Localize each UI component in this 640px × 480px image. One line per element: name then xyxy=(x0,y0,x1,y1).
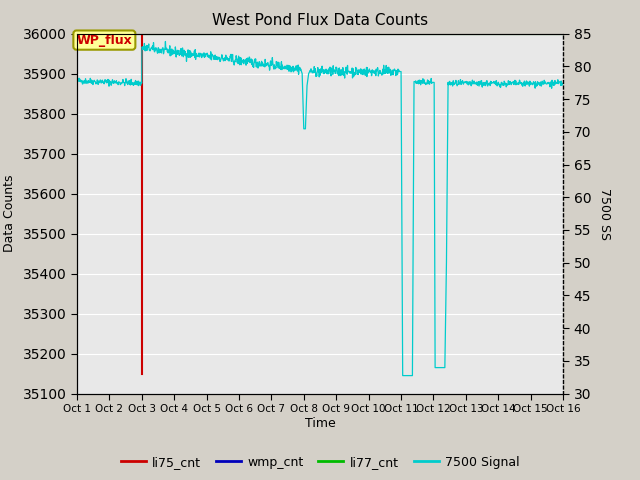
X-axis label: Time: Time xyxy=(305,417,335,430)
Title: West Pond Flux Data Counts: West Pond Flux Data Counts xyxy=(212,13,428,28)
Y-axis label: Data Counts: Data Counts xyxy=(3,175,15,252)
Legend: li75_cnt, wmp_cnt, li77_cnt, 7500 Signal: li75_cnt, wmp_cnt, li77_cnt, 7500 Signal xyxy=(116,451,524,474)
Y-axis label: 7500 SS: 7500 SS xyxy=(598,188,611,240)
Text: WP_flux: WP_flux xyxy=(77,34,132,47)
